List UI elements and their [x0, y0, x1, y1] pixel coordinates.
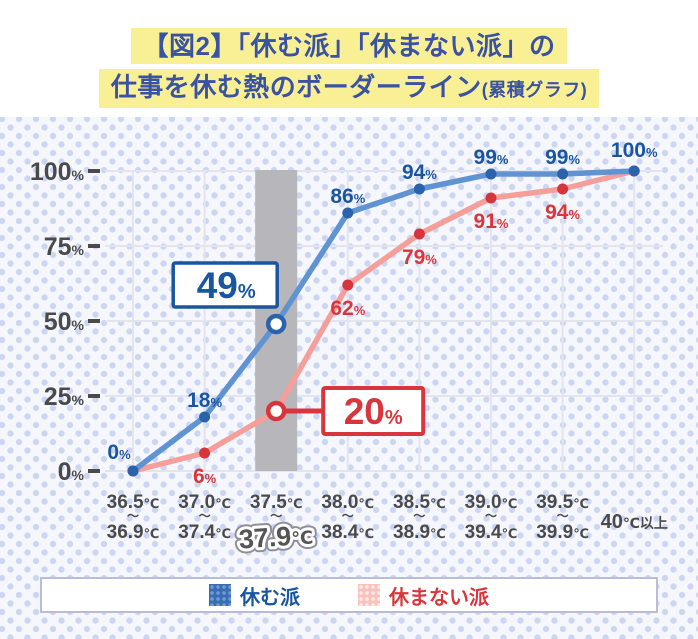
data-point-yasumanai [557, 183, 569, 195]
callout-value-yasumanai: 20% [344, 391, 403, 432]
title-line-1-wrap: 【図2】「休む派」「休まない派」の [0, 28, 698, 69]
x-axis-range-tilde: 〜 [270, 509, 282, 523]
data-label-yasumanai: 62% [330, 297, 365, 320]
legend-item-yasumanai: 休まない派 [358, 581, 489, 610]
x-axis-label: 39.4℃ [465, 522, 518, 543]
x-axis-label: 39.5℃ [536, 492, 589, 513]
y-axis-label: 100% [30, 158, 85, 186]
x-axis-range-tilde: 〜 [413, 509, 425, 523]
data-point-yasumu [413, 183, 425, 195]
data-point-yasumu [342, 207, 354, 219]
title-line-2-main: 仕事を休む熱のボーダーライン [110, 72, 482, 102]
legend: 休む派 休まない派 [40, 577, 658, 613]
x-axis-label: 38.4℃ [321, 522, 374, 543]
title-line-1: 【図2】「休む派」「休まない派」の [130, 28, 568, 64]
x-axis-label-emphasis: 37.9℃ [238, 519, 314, 554]
callout-box-yasumanai [321, 386, 426, 436]
chart-title: 【図2】「休む派」「休まない派」の 仕事を休む熱のボーダーライン(累積グラフ) [0, 28, 698, 110]
x-axis-range-tilde: 〜 [127, 509, 139, 523]
title-line-2-wrap: 仕事を休む熱のボーダーライン(累積グラフ) [0, 69, 698, 110]
title-line-2-suffix: (累積グラフ) [481, 80, 588, 100]
x-axis-label: 36.5℃ [107, 492, 160, 513]
data-point-yasumanai [199, 447, 211, 459]
data-point-yasumanai [413, 228, 425, 240]
legend-swatch-pink-icon [358, 584, 380, 606]
series-line-yasumu [130, 168, 637, 474]
data-label-yasumanai: 91% [474, 210, 509, 233]
legend-item-yasumu: 休む派 [209, 581, 300, 610]
legend-swatch-blue-icon [209, 584, 231, 606]
x-axis-label: 39.0℃ [465, 492, 518, 513]
chart-canvas: 100%75%50%25%0%36.5℃〜36.9℃37.0℃〜37.4℃37.… [30, 139, 668, 560]
x-axis-label: 38.0℃ [321, 492, 374, 513]
data-point-yasumu [199, 411, 211, 423]
callout-box-yasumu [171, 261, 279, 309]
legend-label-yasumu: 休む派 [240, 586, 300, 609]
data-label-yasumanai: 79% [402, 246, 437, 269]
data-point-yasumu [628, 165, 640, 177]
x-axis-label: 37.5℃ [250, 492, 303, 513]
data-point-yasumanai [342, 279, 354, 291]
y-axis-label: 25% [44, 383, 85, 411]
callout-value-yasumu: 49% [197, 265, 256, 306]
data-label-yasumu: 94% [402, 161, 437, 184]
x-axis-label: 38.9℃ [393, 522, 446, 543]
chart-area: 100% 75% 50% 25% 0% 36.5℃ 〜 36.9℃ 37.0℃ 〜 37.4℃ 37.… [0, 117, 698, 639]
x-axis-label: 37.4℃ [178, 522, 231, 543]
x-axis-range-tilde: 〜 [557, 509, 569, 523]
data-point-yasumanai [485, 192, 497, 204]
x-axis-label: 36.9℃ [107, 522, 160, 543]
data-point-yasumu [127, 465, 139, 477]
data-point-yasumu [485, 168, 497, 180]
data-point-yasumu [557, 168, 569, 180]
data-label-yasumu: 0% [107, 441, 131, 464]
data-label-yasumanai: 6% [193, 465, 217, 488]
x-axis-range-tilde: 〜 [342, 509, 354, 523]
x-axis-label: 40℃以上 [601, 511, 668, 533]
x-axis-range-tilde: 〜 [485, 509, 497, 523]
x-axis-label-emphasis: 37.9℃ [238, 519, 314, 554]
x-axis-label: 39.9℃ [536, 522, 589, 543]
x-axis-range-tilde: 〜 [199, 509, 211, 523]
x-axis-label: 38.5℃ [393, 492, 446, 513]
y-axis-label: 0% [58, 458, 85, 486]
data-label-yasumu: 86% [330, 185, 365, 208]
title-line-2: 仕事を休む熱のボーダーライン(累積グラフ) [98, 69, 600, 108]
open-data-point-yasumu [265, 313, 287, 335]
open-data-point-yasumanai [265, 400, 287, 422]
series-line-yasumanai [130, 168, 637, 474]
data-label-yasumu: 18% [187, 389, 222, 412]
data-label-yasumu: 99% [474, 146, 509, 169]
data-label-yasumanai: 94% [545, 201, 580, 224]
data-label-yasumu: 99% [545, 146, 580, 169]
legend-label-yasumanai: 休まない派 [389, 586, 489, 609]
y-axis-label: 75% [44, 233, 85, 261]
y-axis-label: 50% [44, 308, 85, 336]
x-axis-label: 37.0℃ [178, 492, 231, 513]
data-label-yasumu: 100% [611, 139, 658, 162]
